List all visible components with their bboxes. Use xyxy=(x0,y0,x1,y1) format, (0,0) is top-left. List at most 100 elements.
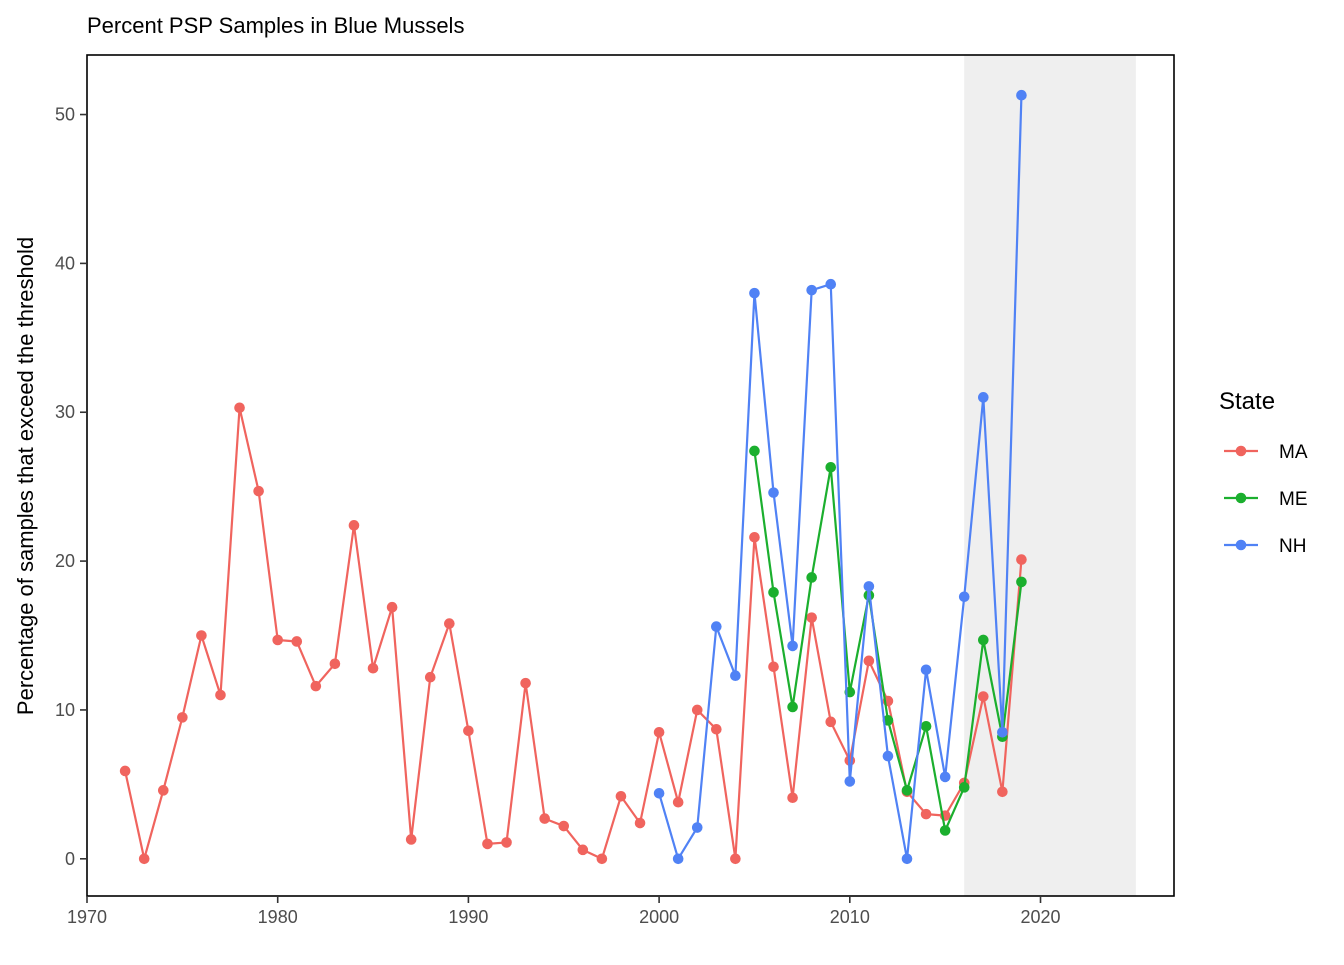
data-point xyxy=(749,445,760,457)
series-layer xyxy=(119,89,1027,865)
data-point xyxy=(939,771,951,783)
data-point xyxy=(558,820,570,832)
data-point xyxy=(119,765,131,777)
series-ma xyxy=(119,402,1027,865)
legend-item-nh: NH xyxy=(1224,536,1306,557)
data-point xyxy=(482,838,493,850)
y-tick-label: 10 xyxy=(55,700,75,720)
data-point xyxy=(768,587,779,598)
y-tick-label: 0 xyxy=(65,849,75,869)
data-point xyxy=(291,636,303,647)
data-point xyxy=(978,392,989,403)
data-point xyxy=(787,640,798,652)
data-point xyxy=(749,287,760,299)
data-point xyxy=(501,837,512,848)
data-point xyxy=(806,284,817,296)
y-tick-label: 20 xyxy=(55,551,75,571)
data-point xyxy=(177,712,188,723)
y-tick-label: 40 xyxy=(55,253,75,273)
series-line-nh xyxy=(658,95,1023,860)
data-point xyxy=(806,572,817,583)
data-point xyxy=(691,704,703,716)
legend-title: State xyxy=(1219,388,1275,415)
data-point xyxy=(768,661,779,673)
legend-key-point xyxy=(1235,539,1247,551)
data-point xyxy=(329,658,341,670)
y-tick-label: 50 xyxy=(55,105,75,125)
series-me xyxy=(749,445,1027,836)
data-point xyxy=(253,485,264,497)
data-point xyxy=(958,782,970,793)
data-point xyxy=(1016,554,1027,565)
series-nh xyxy=(653,89,1027,865)
data-point xyxy=(882,750,894,762)
data-point xyxy=(787,792,798,804)
legend-items: MA ME NH xyxy=(1224,442,1308,557)
data-point xyxy=(825,278,837,290)
x-tick-label: 2020 xyxy=(1020,907,1060,927)
data-point xyxy=(157,785,169,796)
data-point xyxy=(672,853,684,865)
data-point xyxy=(634,817,646,829)
x-tick-label: 2010 xyxy=(830,907,870,927)
data-point xyxy=(348,520,360,531)
legend-label: ME xyxy=(1279,489,1308,510)
data-point xyxy=(539,813,550,824)
data-point xyxy=(844,776,856,787)
data-point xyxy=(806,612,817,623)
data-point xyxy=(978,634,989,646)
data-point xyxy=(596,853,608,865)
legend-label: MA xyxy=(1279,442,1308,463)
data-point xyxy=(215,689,226,701)
data-point xyxy=(615,790,627,802)
data-point xyxy=(1016,89,1027,101)
data-point xyxy=(138,853,150,865)
data-point xyxy=(691,822,703,833)
x-tick-label: 1970 xyxy=(67,907,107,927)
data-point xyxy=(863,581,875,592)
data-point xyxy=(520,677,531,689)
legend-key-point xyxy=(1235,492,1247,504)
x-tick-label: 2000 xyxy=(639,907,679,927)
plot-border xyxy=(86,54,1175,897)
data-point xyxy=(234,402,245,414)
data-point xyxy=(424,671,436,683)
data-point xyxy=(730,853,741,865)
data-point xyxy=(825,716,837,728)
data-point xyxy=(920,808,932,820)
data-point xyxy=(730,670,741,681)
data-point xyxy=(386,601,398,613)
data-point xyxy=(653,726,665,738)
data-point xyxy=(310,680,322,692)
data-point xyxy=(978,691,989,702)
chart-title: Percent PSP Samples in Blue Mussels xyxy=(87,13,464,38)
data-point xyxy=(653,787,665,799)
data-point xyxy=(901,853,913,865)
data-point xyxy=(1016,576,1027,588)
data-point xyxy=(272,634,284,646)
data-point xyxy=(196,630,207,641)
data-point xyxy=(672,796,684,808)
data-point xyxy=(939,825,951,836)
data-point xyxy=(463,725,474,737)
y-axis: 0 10 20 30 40 50 xyxy=(55,105,87,869)
data-point xyxy=(997,726,1008,738)
legend-key-point xyxy=(1235,445,1247,457)
data-point xyxy=(920,664,932,676)
legend-item-me: ME xyxy=(1224,489,1308,510)
x-axis: 1970 1980 1990 2000 2010 2020 xyxy=(67,896,1061,927)
y-tick-label: 30 xyxy=(55,402,75,422)
data-point xyxy=(711,621,722,632)
data-point xyxy=(444,618,455,629)
data-point xyxy=(367,662,379,674)
shaded-region xyxy=(964,55,1136,896)
data-point xyxy=(958,591,970,603)
data-point xyxy=(997,786,1008,798)
data-point xyxy=(825,462,837,473)
x-tick-label: 1980 xyxy=(258,907,298,927)
data-point xyxy=(711,723,722,735)
legend: State MA ME NH xyxy=(1219,388,1308,557)
data-point xyxy=(901,785,913,796)
